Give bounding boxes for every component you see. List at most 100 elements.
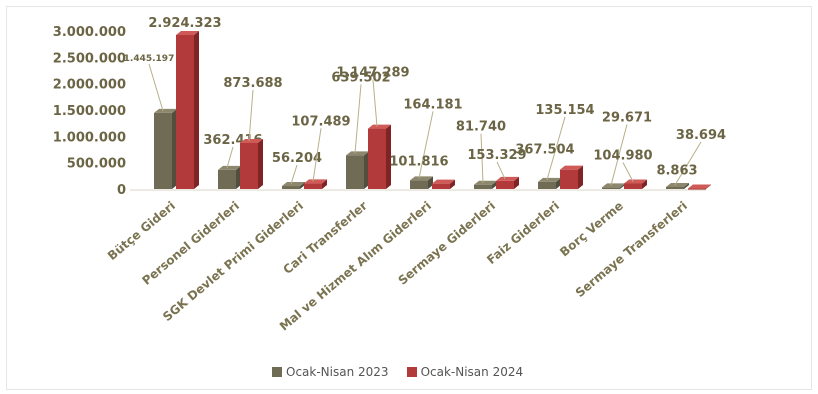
data-label: 153.329 xyxy=(467,148,526,163)
legend-label-2023: Ocak-Nisan 2023 xyxy=(286,365,389,379)
legend-item-2024: Ocak-Nisan 2024 xyxy=(406,365,523,379)
bar-2024-6 xyxy=(560,169,578,189)
bar-side-2024-8 xyxy=(706,184,711,189)
y-tick-label: 3.000.000 xyxy=(53,25,126,40)
y-tick-label: 2.500.000 xyxy=(53,51,126,66)
bar-top-2023-1 xyxy=(218,165,241,170)
data-label-leader xyxy=(622,162,634,182)
bar-side-2024-5 xyxy=(514,176,519,189)
bar-side-2024-1 xyxy=(258,138,263,189)
bar-2024-5 xyxy=(496,180,514,189)
data-label-leader xyxy=(610,124,628,186)
bar-top-2023-2 xyxy=(282,182,305,187)
data-label-leader xyxy=(148,63,164,112)
bar-2023-1 xyxy=(218,169,236,189)
y-tick-label: 1.500.000 xyxy=(53,104,126,119)
data-label-leader xyxy=(226,146,234,169)
bar-side-2023-4 xyxy=(428,176,433,189)
bar-2024-0 xyxy=(176,34,194,189)
bar-side-2024-4 xyxy=(450,179,455,189)
bar-side-2023-8 xyxy=(684,182,689,189)
bar-top-2023-3 xyxy=(346,151,369,156)
bar-top-2023-6 xyxy=(538,177,561,182)
data-label: 8.863 xyxy=(656,164,697,179)
bar-top-2024-4 xyxy=(432,179,455,184)
data-label: 101.816 xyxy=(389,155,448,170)
bar-2024-7 xyxy=(624,183,642,189)
x-category-label: Borç Verme xyxy=(557,199,626,260)
data-label-leader xyxy=(480,133,484,183)
bar-side-2024-0 xyxy=(194,30,199,189)
bar-2023-6 xyxy=(538,181,556,189)
data-label: 639.502 xyxy=(331,70,390,85)
bar-side-2024-3 xyxy=(386,124,391,189)
bar-2024-2 xyxy=(304,183,322,189)
bar-2024-3 xyxy=(368,128,386,189)
bar-top-2024-6 xyxy=(560,165,583,170)
bar-side-2023-7 xyxy=(620,183,625,189)
data-label: 56.204 xyxy=(272,151,322,166)
bar-2023-0 xyxy=(154,112,172,189)
data-label: 1.445.197 xyxy=(124,54,175,64)
bar-side-2024-7 xyxy=(642,179,647,189)
legend-swatch-2023 xyxy=(272,367,282,377)
bar-2023-5 xyxy=(474,184,492,189)
bar-top-2023-8 xyxy=(666,182,689,187)
bar-2024-4 xyxy=(432,183,450,189)
bar-side-2023-1 xyxy=(236,165,241,189)
bar-2024-8 xyxy=(688,188,706,190)
data-label: 104.980 xyxy=(593,148,652,163)
data-label: 2.924.323 xyxy=(148,16,221,31)
bar-top-2023-7 xyxy=(602,183,625,188)
data-label-leader xyxy=(372,79,378,127)
bar-side-2023-0 xyxy=(172,108,177,189)
data-label-leader xyxy=(496,161,506,180)
bar-2023-7 xyxy=(602,187,620,189)
y-tick-label: 2.000.000 xyxy=(53,78,126,93)
x-category-label: Sermaye Transferleri xyxy=(573,199,690,300)
bar-side-2024-2 xyxy=(322,179,327,189)
x-category-label: SGK Devlet Primi Giderleri xyxy=(160,199,306,325)
chart-frame xyxy=(6,6,812,390)
bar-2023-4 xyxy=(410,180,428,189)
data-label: 38.694 xyxy=(676,128,726,143)
bar-top-2024-5 xyxy=(496,176,519,181)
data-label: 164.181 xyxy=(403,97,462,112)
data-label: 1.147.289 xyxy=(336,66,409,81)
legend-item-2023: Ocak-Nisan 2023 xyxy=(272,365,389,379)
data-label-leader xyxy=(248,89,254,142)
data-label: 81.740 xyxy=(456,120,506,135)
data-label: 873.688 xyxy=(223,76,282,91)
data-label-leader xyxy=(312,128,322,182)
bar-top-2024-2 xyxy=(304,179,327,184)
bar-side-2023-6 xyxy=(556,177,561,189)
bar-side-2023-3 xyxy=(364,151,369,189)
y-tick-label: 500.000 xyxy=(67,157,126,172)
data-label-leader xyxy=(674,141,702,186)
bar-side-2023-5 xyxy=(492,180,497,189)
bar-top-2024-8 xyxy=(688,184,711,189)
bar-side-2023-2 xyxy=(300,182,305,189)
y-tick-label: 1.000.000 xyxy=(53,130,126,145)
bar-2024-1 xyxy=(240,142,258,189)
data-label-leader xyxy=(354,84,362,154)
bar-top-2024-3 xyxy=(368,124,391,129)
data-label-leader xyxy=(290,164,298,185)
data-label: 367.504 xyxy=(515,143,574,158)
bar-2023-3 xyxy=(346,155,364,189)
data-label-leader xyxy=(418,111,434,179)
data-label: 29.671 xyxy=(602,110,652,125)
data-label-leader xyxy=(546,116,566,181)
y-tick-label: 0 xyxy=(117,183,126,198)
bar-top-2023-5 xyxy=(474,180,497,185)
data-label: 135.154 xyxy=(535,103,594,118)
chart-legend: Ocak-Nisan 2023 Ocak-Nisan 2024 xyxy=(272,362,523,382)
bar-2023-8 xyxy=(666,186,684,189)
bar-side-2024-6 xyxy=(578,165,583,189)
bar-top-2024-1 xyxy=(240,138,263,143)
bar-top-2024-0 xyxy=(176,30,199,35)
bar-top-2023-0 xyxy=(154,108,177,113)
legend-swatch-2024 xyxy=(406,367,417,377)
